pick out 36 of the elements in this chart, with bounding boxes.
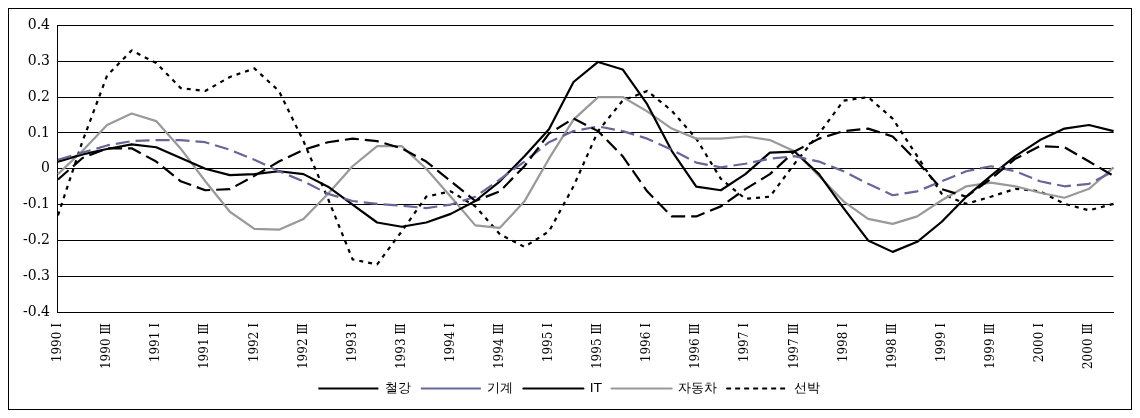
y-tick-label: 0.1 — [27, 123, 50, 140]
x-tick-label: 1996 Ⅰ — [639, 322, 654, 363]
y-tick-label: 0 — [41, 159, 50, 176]
y-tick-label: 0.4 — [27, 16, 51, 33]
legend-label: 자동차 — [678, 379, 718, 395]
x-tick-label: 1999 Ⅰ — [933, 322, 948, 363]
legend-label: 선박 — [793, 379, 820, 395]
legend-label: 기계 — [487, 379, 514, 395]
x-tick-label: 1993 Ⅲ — [393, 323, 408, 370]
y-tick-label: 0.3 — [27, 51, 50, 68]
x-tick-label: 1990 Ⅲ — [99, 323, 114, 370]
x-tick-label: 1990 Ⅰ — [50, 322, 65, 363]
x-tick-label: 1994 Ⅲ — [492, 323, 506, 370]
x-tick-label: 1994 Ⅰ — [442, 322, 457, 363]
x-tick-label: 2000 Ⅰ — [1032, 322, 1047, 363]
x-tick-label: 1998 Ⅰ — [835, 322, 850, 363]
x-tick-label: 1991 Ⅰ — [148, 322, 163, 363]
x-tick-label: 1996 Ⅲ — [688, 323, 703, 370]
x-tick-label: 1997 Ⅲ — [786, 323, 801, 370]
legend-label: IT — [589, 379, 602, 395]
x-tick-label: 2000 Ⅲ — [1081, 323, 1096, 370]
x-tick-label: 1992 Ⅰ — [246, 322, 261, 363]
x-tick-label: 1995 Ⅰ — [541, 322, 556, 363]
x-tick-label: 1993 Ⅰ — [344, 322, 359, 363]
y-tick-label: -0.2 — [23, 231, 50, 248]
y-tick-label: -0.4 — [23, 302, 51, 319]
y-tick-label: -0.3 — [23, 266, 50, 283]
x-tick-label: 1997 Ⅰ — [737, 322, 752, 363]
legend-label: 철강 — [384, 379, 411, 395]
y-tick-label: -0.1 — [23, 195, 50, 212]
x-tick-label: 1999 Ⅲ — [982, 323, 997, 370]
x-tick-label: 1991 Ⅲ — [197, 323, 212, 370]
x-tick-label: 1995 Ⅲ — [590, 323, 605, 370]
x-tick-label: 1992 Ⅲ — [295, 323, 310, 370]
y-tick-label: 0.2 — [27, 87, 50, 104]
x-tick-label: 1998 Ⅲ — [884, 323, 899, 370]
